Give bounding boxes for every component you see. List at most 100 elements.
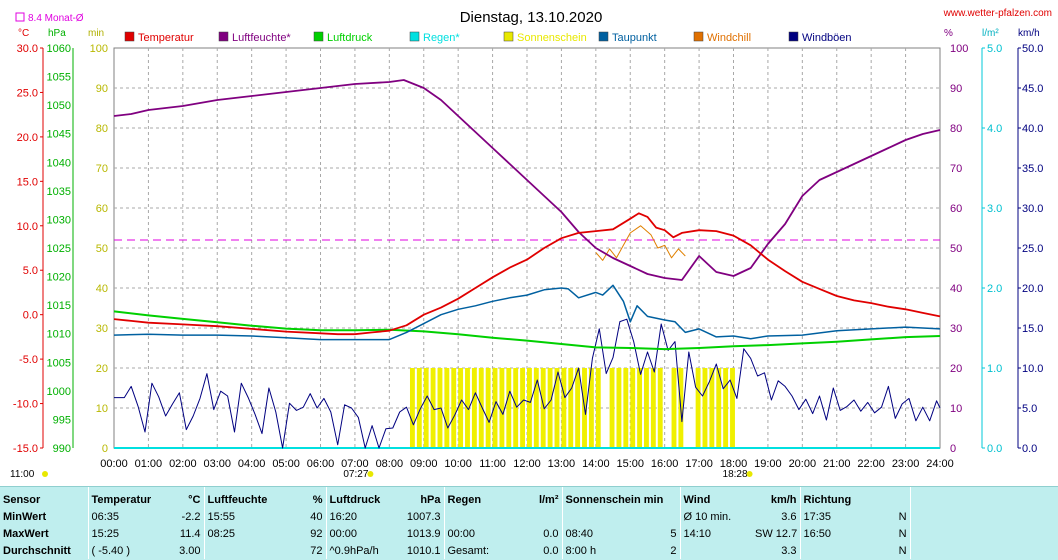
monthly-avg-marker	[15, 12, 25, 22]
sunshine-bar	[657, 368, 663, 448]
pressure-tick-label: 1005	[47, 357, 71, 369]
sunshine-bar	[650, 368, 656, 448]
stats-avg-row: Durchschnitt ( -5.40 ) 3.00 72 ^0.9hPa/h…	[0, 542, 1058, 559]
humidity-tick-label: 90	[950, 83, 962, 95]
sunshine-bar	[595, 368, 601, 448]
pressure-tick-label: 1035	[47, 186, 71, 198]
moon-label: 11:00	[10, 469, 35, 480]
series-layer	[113, 79, 941, 449]
direction-avg-val: N	[898, 544, 907, 557]
wind-unit: km/h	[770, 493, 797, 506]
x-axis: 00:00 01:00 02:00 03:00 04:00 05:00 06:00 07:00…	[100, 458, 954, 480]
sunshine-bar	[513, 368, 519, 448]
humidity-tick-label: 50	[950, 243, 962, 255]
direction-max-val: N	[898, 527, 907, 540]
sunshine-tick-label: 60	[96, 203, 108, 215]
sunshine-bar	[547, 368, 553, 448]
right-axes: 10090807060504030201005.04.03.02.01.00.0…	[950, 43, 1043, 455]
sunshine-bar	[540, 368, 546, 448]
wind-tick-label: 50.0	[1022, 43, 1043, 55]
x-tick-label: 15:00	[616, 458, 644, 470]
sunshine-bar	[561, 368, 567, 448]
x-tick-label: 21:00	[823, 458, 851, 470]
wind-tick-label: 30.0	[1022, 203, 1043, 215]
stats-header-row: Sensor Temperatur °C Luftfeuchte % Luftd…	[0, 487, 1058, 508]
legend-label: Windböen	[802, 32, 852, 44]
sunshine-bar	[702, 368, 708, 448]
sunshine-bar	[458, 368, 464, 448]
temp-max-time: 15:25	[87, 525, 156, 542]
sun-markers: 11:00	[10, 469, 48, 480]
x-tick-label: 10:00	[444, 458, 472, 470]
pressure-header: Luftdruck	[325, 487, 394, 508]
x-tick-label: 17:00	[685, 458, 713, 470]
legend-label: Taupunkt	[612, 32, 657, 44]
humidity-max-val: 92	[310, 527, 323, 540]
sunshine-bar	[630, 368, 636, 448]
monthly-avg-label: 8.4 Monat-Ø	[28, 13, 84, 24]
x-tick-label: 22:00	[857, 458, 885, 470]
sunshine-bar	[588, 368, 594, 448]
temp-avg-note: ( -5.40 )	[87, 542, 156, 559]
rain-max-val: 0.0	[543, 527, 559, 540]
humidity-tick-label: 30	[950, 323, 962, 335]
x-tick-label: 23:00	[892, 458, 920, 470]
x-tick-label: 03:00	[203, 458, 231, 470]
x-tick-label: 08:00	[376, 458, 404, 470]
legend-label: Temperatur	[138, 32, 194, 44]
direction-min-val: N	[898, 510, 907, 523]
temp-tick-label: 10.0	[17, 221, 38, 233]
unit-pressure: hPa	[48, 28, 66, 39]
legend-label: Luftdruck	[327, 32, 373, 44]
humidity-tick-label: 80	[950, 123, 962, 135]
x-tick-label: 13:00	[548, 458, 576, 470]
sunshine-tick-label: 20	[96, 363, 108, 375]
temp-header: Temperatur	[87, 487, 156, 508]
x-tick-label: 02:00	[169, 458, 197, 470]
sunshine-bar	[478, 368, 484, 448]
legend-label: Regen*	[423, 32, 460, 44]
humidity-tick-label: 100	[950, 43, 968, 55]
sunshine-bar	[709, 368, 715, 448]
legend-swatch	[693, 31, 704, 42]
humidity-tick-label: 20	[950, 363, 962, 375]
x-tick-label: 24:00	[926, 458, 954, 470]
sunshine-bar	[409, 368, 415, 448]
pressure-tick-label: 1040	[47, 157, 71, 169]
legend-label: Sonnenschein	[517, 32, 587, 44]
sunshine-bar	[527, 368, 532, 448]
sunshine-bar	[644, 368, 649, 448]
unit-sunshine: min	[88, 28, 104, 39]
humidity-tick-label: 40	[950, 283, 962, 295]
pressure-tick-label: 990	[53, 443, 71, 455]
sunshine-max-val: 5	[670, 527, 677, 540]
direction-header: Richtung	[799, 487, 911, 508]
humidity-tick-label: 70	[950, 163, 962, 175]
wind-tick-label: 25.0	[1022, 243, 1043, 255]
unit-humidity: %	[944, 28, 953, 39]
x-tick-label: 05:00	[272, 458, 300, 470]
legend-swatch	[313, 31, 324, 42]
humidity-min-time: 15:55	[203, 508, 276, 525]
x-tick-label: 06:00	[307, 458, 335, 470]
x-tick-label: 00:00	[100, 458, 128, 470]
temp-tick-label: -5.0	[19, 354, 38, 366]
sunshine-bar	[616, 368, 622, 448]
sunset-label: 18:28	[723, 469, 748, 480]
moon-icon	[42, 471, 48, 477]
sunshine-tick-label: 100	[90, 43, 108, 55]
unit-wind: km/h	[1018, 28, 1040, 39]
sunshine-bar	[471, 368, 477, 448]
sunshine-bar	[416, 368, 422, 448]
website-label: www.wetter-pfalzen.com	[943, 8, 1052, 19]
x-tick-label: 16:00	[651, 458, 679, 470]
pressure-tick-label: 1020	[47, 272, 71, 284]
x-tick-label: 07:00	[341, 458, 369, 470]
sunshine-bar	[671, 368, 677, 448]
unit-rain: l/m²	[982, 28, 999, 39]
pressure-tick-label: 1025	[47, 243, 71, 255]
sunrise-icon	[367, 471, 374, 477]
pressure-max-val: 1013.9	[406, 527, 441, 540]
pressure-tick-label: 1000	[47, 386, 71, 398]
statistics-table: Sensor Temperatur °C Luftfeuchte % Luftd…	[0, 486, 1058, 560]
